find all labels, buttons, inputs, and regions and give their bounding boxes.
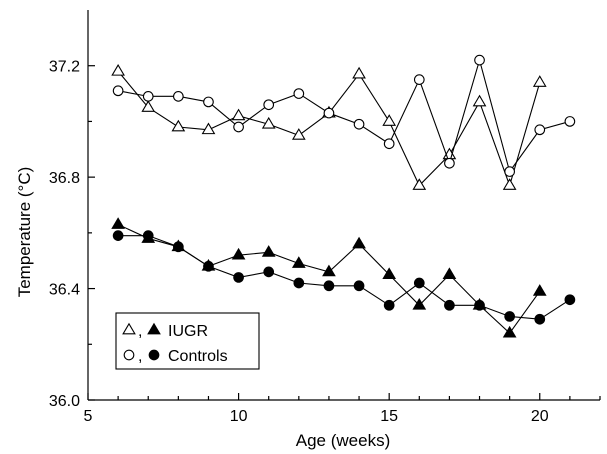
series-line-open-circle xyxy=(118,58,571,173)
data-point-filled-circle xyxy=(293,277,305,289)
data-point-filled-triangle xyxy=(322,264,336,277)
legend-entry: , IUGR xyxy=(122,322,208,340)
series-open-circle xyxy=(112,54,576,177)
data-point-filled-circle xyxy=(142,230,154,241)
x-tick-label: 5 xyxy=(84,408,93,425)
data-point-open-triangle xyxy=(352,66,366,79)
data-point-open-triangle xyxy=(502,178,517,190)
y-tick-label: 36.8 xyxy=(49,170,80,187)
axes: 36.0 36.4 36.8 37.2 5 10 15 20 xyxy=(49,10,601,425)
data-point-filled-circle xyxy=(534,313,546,325)
data-point-filled-circle xyxy=(413,277,425,289)
x-axis-label: Age (weeks) xyxy=(296,431,390,450)
data-point-filled-triangle xyxy=(231,247,246,260)
data-point-filled-triangle xyxy=(502,325,517,338)
data-point-open-triangle xyxy=(382,114,397,126)
data-point-open-circle xyxy=(474,54,485,66)
data-point-filled-circle xyxy=(353,280,365,292)
data-point-open-circle xyxy=(504,166,515,177)
data-point-filled-circle xyxy=(564,294,576,306)
data-point-open-triangle xyxy=(291,128,306,140)
legend-symbol-open-triangle xyxy=(122,322,136,335)
data-point-open-triangle xyxy=(171,119,186,132)
data-point-open-circle xyxy=(173,91,184,102)
legend-entry: , Controls xyxy=(123,348,228,365)
data-point-open-circle xyxy=(203,96,214,108)
data-point-filled-circle xyxy=(203,260,214,272)
data-point-open-circle xyxy=(323,107,335,119)
data-point-filled-triangle xyxy=(291,256,306,268)
data-point-open-circle xyxy=(142,91,154,102)
data-point-open-circle xyxy=(564,116,576,127)
data-point-filled-triangle xyxy=(111,217,125,229)
legend-symbol-filled-circle xyxy=(148,349,160,361)
y-tick-label: 36.4 xyxy=(49,282,80,299)
legend-separator: , xyxy=(138,348,142,365)
x-tick-label: 20 xyxy=(531,408,549,425)
series-layer xyxy=(111,54,576,338)
data-point-open-triangle xyxy=(141,100,156,112)
legend-label: IUGR xyxy=(168,323,208,340)
data-point-filled-circle xyxy=(474,299,485,311)
legend-symbol-open-circle xyxy=(123,349,135,361)
data-point-filled-circle xyxy=(383,299,395,311)
data-point-filled-circle xyxy=(444,299,455,311)
series-line-filled-circle xyxy=(118,235,571,320)
data-point-open-triangle xyxy=(261,116,276,129)
data-point-open-circle xyxy=(534,124,546,136)
legend-separator: , xyxy=(138,323,142,340)
data-point-filled-circle xyxy=(323,280,335,292)
y-tick-label: 36.0 xyxy=(49,393,80,410)
y-tick-label: 37.2 xyxy=(49,59,80,76)
data-point-filled-triangle xyxy=(261,245,276,257)
x-tick-label: 15 xyxy=(380,408,398,425)
data-point-filled-triangle xyxy=(382,267,397,280)
data-point-open-triangle xyxy=(201,122,216,135)
y-axis-label: Temperature (°C) xyxy=(15,167,34,298)
series-filled-circle xyxy=(112,230,576,325)
legend-symbol-filled-triangle xyxy=(147,322,161,335)
data-point-filled-circle xyxy=(173,241,184,253)
data-point-filled-circle xyxy=(112,230,124,241)
data-point-open-circle xyxy=(233,121,244,133)
data-point-open-circle xyxy=(413,74,425,85)
legend: , IUGR, Controls xyxy=(115,312,260,370)
data-point-filled-triangle xyxy=(412,297,427,310)
data-point-open-triangle xyxy=(231,108,246,121)
data-point-filled-triangle xyxy=(532,284,547,296)
data-point-filled-circle xyxy=(263,266,275,278)
data-point-open-circle xyxy=(112,85,124,97)
legend-box xyxy=(115,312,260,370)
data-point-filled-triangle xyxy=(442,267,457,280)
data-point-open-circle xyxy=(444,157,455,169)
data-point-filled-circle xyxy=(504,311,515,322)
data-point-open-circle xyxy=(353,118,365,130)
x-tick-label: 10 xyxy=(230,408,248,425)
data-point-filled-circle xyxy=(233,272,244,283)
data-point-open-triangle xyxy=(532,75,547,87)
data-point-open-triangle xyxy=(111,63,125,76)
legend-label: Controls xyxy=(168,348,228,365)
data-point-filled-triangle xyxy=(352,236,366,249)
data-point-open-circle xyxy=(263,99,275,111)
data-point-open-circle xyxy=(293,88,305,99)
data-point-open-triangle xyxy=(472,94,487,107)
data-point-open-circle xyxy=(383,138,395,150)
data-point-open-triangle xyxy=(412,178,427,190)
series-open-triangle xyxy=(111,63,547,190)
